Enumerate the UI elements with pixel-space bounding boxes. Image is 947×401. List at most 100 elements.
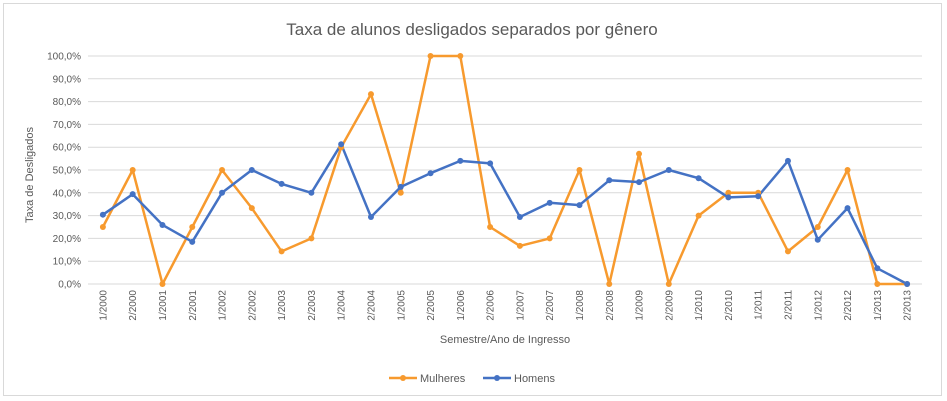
data-point-mulheres xyxy=(487,224,494,230)
gridlines xyxy=(88,55,922,285)
data-point-homens xyxy=(516,213,523,220)
y-tick-label: 0,0% xyxy=(58,280,81,291)
y-tick-label: 30,0% xyxy=(53,211,81,222)
x-tick-label: 1/2002 xyxy=(218,290,229,321)
x-tick-label: 1/2003 xyxy=(277,290,288,321)
data-point-homens xyxy=(278,180,285,187)
data-point-mulheres xyxy=(189,224,196,230)
data-point-homens xyxy=(576,202,583,209)
x-tick-label: 2/2002 xyxy=(247,290,258,321)
data-point-mulheres xyxy=(636,150,643,157)
data-point-homens xyxy=(904,281,911,287)
data-point-homens xyxy=(725,194,732,201)
x-tick-label: 1/2012 xyxy=(813,290,824,321)
data-point-homens xyxy=(427,170,434,177)
data-point-homens xyxy=(248,167,255,173)
plot-markers xyxy=(99,53,911,287)
data-point-mulheres xyxy=(784,248,791,255)
x-tick-label: 2/2011 xyxy=(783,290,794,320)
data-point-homens xyxy=(874,265,881,272)
x-tick-label: 1/2007 xyxy=(515,290,526,321)
y-axis-title: Taxa de Desligados xyxy=(24,127,36,224)
data-point-mulheres xyxy=(248,205,255,212)
x-tick-label: 1/2000 xyxy=(98,290,109,321)
x-tick-label: 2/2005 xyxy=(426,290,437,321)
data-point-mulheres xyxy=(159,281,166,287)
x-tick-label: 2/2007 xyxy=(545,290,556,321)
y-tick-label: 70,0% xyxy=(53,120,81,131)
data-point-homens xyxy=(219,189,226,196)
data-point-homens xyxy=(397,183,404,190)
data-point-mulheres xyxy=(665,281,672,287)
x-tick-label: 1/2011 xyxy=(754,290,765,320)
data-point-mulheres xyxy=(278,248,285,255)
data-point-mulheres xyxy=(457,53,464,59)
data-point-homens xyxy=(755,193,762,200)
legend-label-homens: Homens xyxy=(514,373,555,385)
data-point-mulheres xyxy=(546,235,553,242)
y-axis: 0,0% 10,0% 20,0% 30,0% 40,0% 50,0% 60,0% 70,0% 8… xyxy=(47,52,81,291)
data-point-mulheres xyxy=(219,167,226,173)
x-tick-label: 1/2009 xyxy=(635,290,646,321)
data-point-homens xyxy=(784,157,791,164)
data-point-homens xyxy=(159,221,166,228)
y-tick-label: 20,0% xyxy=(53,234,81,245)
data-point-homens xyxy=(844,205,851,212)
data-point-homens xyxy=(546,199,553,206)
x-tick-label: 1/2013 xyxy=(873,290,884,321)
series-line-mulheres xyxy=(101,54,908,286)
x-tick-label: 1/2008 xyxy=(575,290,586,321)
x-tick-label: 2/2001 xyxy=(188,290,199,321)
data-point-mulheres xyxy=(427,53,434,59)
x-tick-label: 2/2000 xyxy=(128,290,139,321)
data-point-mulheres xyxy=(874,281,881,287)
data-point-homens xyxy=(367,213,374,220)
data-point-mulheres xyxy=(695,212,702,219)
x-axis-title: Semestre/Ano de Ingresso xyxy=(440,334,570,346)
data-point-homens xyxy=(487,160,494,167)
y-tick-label: 100,0% xyxy=(47,52,81,63)
x-tick-label: 2/2008 xyxy=(605,290,616,321)
plot-lines xyxy=(101,54,908,286)
y-tick-label: 40,0% xyxy=(53,188,81,199)
legend: Mulheres Homens xyxy=(389,373,555,385)
data-point-mulheres xyxy=(129,167,136,173)
series-line-homens xyxy=(102,142,908,286)
x-tick-label: 2/2003 xyxy=(307,290,318,321)
data-point-mulheres xyxy=(576,167,583,173)
x-tick-label: 2/2013 xyxy=(903,290,914,321)
data-point-homens xyxy=(308,189,315,196)
data-point-homens xyxy=(189,238,196,245)
data-point-homens xyxy=(814,236,821,243)
x-tick-label: 2/2006 xyxy=(486,290,497,321)
x-tick-label: 1/2001 xyxy=(158,290,169,321)
data-point-mulheres xyxy=(308,235,315,242)
x-tick-label: 1/2010 xyxy=(694,290,705,321)
data-point-homens xyxy=(695,175,702,182)
data-point-mulheres xyxy=(725,189,732,196)
x-tick-label: 2/2012 xyxy=(843,290,854,321)
y-tick-label: 60,0% xyxy=(53,143,81,154)
data-point-mulheres xyxy=(844,167,851,173)
legend-marker-mulheres xyxy=(400,375,406,381)
x-axis: 1/2000 2/2000 1/2001 2/2001 1/2002 2/2002 1/20… xyxy=(98,290,913,321)
data-point-homens xyxy=(99,211,106,218)
x-tick-label: 2/2004 xyxy=(366,290,377,321)
data-point-mulheres xyxy=(397,189,404,196)
data-point-mulheres xyxy=(99,224,106,230)
x-tick-label: 1/2006 xyxy=(456,290,467,321)
data-point-homens xyxy=(665,167,672,173)
data-point-mulheres xyxy=(814,224,821,230)
y-tick-label: 50,0% xyxy=(53,166,81,177)
y-tick-label: 10,0% xyxy=(53,257,81,268)
data-point-homens xyxy=(606,177,613,184)
x-tick-label: 1/2004 xyxy=(337,290,348,321)
y-tick-label: 90,0% xyxy=(53,74,81,85)
legend-label-mulheres: Mulheres xyxy=(420,373,466,385)
data-point-mulheres xyxy=(367,91,374,98)
data-point-homens xyxy=(636,179,643,186)
chart-title: Taxa de alunos desligados separados por … xyxy=(286,20,657,39)
x-tick-label: 2/2010 xyxy=(724,290,735,321)
x-tick-label: 2/2009 xyxy=(664,290,675,321)
